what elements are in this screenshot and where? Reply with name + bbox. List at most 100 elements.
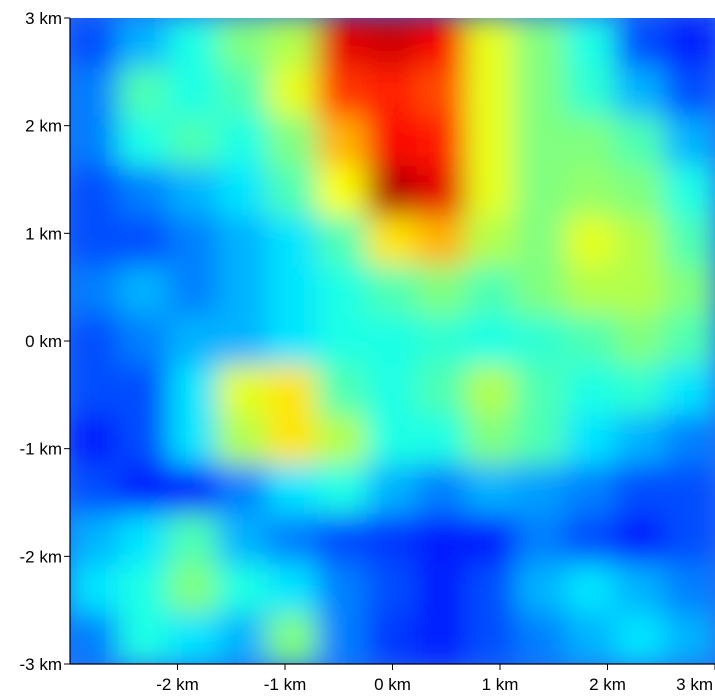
heatmap-cell bbox=[118, 116, 171, 169]
y-tick-label: -2 km bbox=[20, 547, 63, 566]
heatmap-cell bbox=[416, 66, 468, 119]
heatmap-cell bbox=[614, 464, 667, 516]
heatmap-cell bbox=[465, 513, 518, 566]
heatmap-cell bbox=[366, 364, 419, 417]
heatmap-cell bbox=[217, 315, 270, 367]
heatmap-cell bbox=[664, 464, 715, 516]
heatmap-cell bbox=[70, 215, 121, 268]
heatmap-cell bbox=[168, 315, 220, 367]
heatmap-cell bbox=[416, 613, 468, 664]
heatmap-cell bbox=[515, 563, 568, 616]
heatmap-cell bbox=[515, 464, 568, 516]
heatmap-cell bbox=[366, 315, 419, 367]
heatmap-cell bbox=[416, 265, 468, 318]
heatmap-cell bbox=[168, 116, 220, 169]
heatmap-cell bbox=[664, 513, 715, 566]
heatmap-cell bbox=[118, 215, 171, 268]
heatmap-cell bbox=[465, 116, 518, 169]
heatmap-cell bbox=[217, 116, 270, 169]
heatmap-cell bbox=[118, 66, 171, 119]
heatmap-cell bbox=[70, 364, 121, 417]
heatmap-cell bbox=[267, 364, 320, 417]
heatmap-cell bbox=[70, 116, 121, 169]
heatmap-cell bbox=[465, 464, 518, 516]
heatmap-cell bbox=[70, 166, 121, 218]
heatmap-cell bbox=[317, 18, 369, 69]
y-tick-label: 3 km bbox=[25, 9, 62, 28]
heatmap-cell bbox=[70, 563, 121, 616]
heatmap-cell bbox=[118, 414, 171, 467]
heatmap-cell bbox=[614, 18, 667, 69]
heatmap-cell bbox=[118, 315, 171, 367]
heatmap-cell bbox=[267, 613, 320, 664]
heatmap-cell bbox=[366, 116, 419, 169]
heatmap-cell bbox=[565, 18, 617, 69]
x-tick-label: 1 km bbox=[482, 675, 519, 694]
heatmap-cell bbox=[614, 315, 667, 367]
heatmap-cell bbox=[565, 364, 617, 417]
heatmap-cell bbox=[168, 464, 220, 516]
heatmap-cell bbox=[168, 66, 220, 119]
heatmap-cell bbox=[267, 18, 320, 69]
heatmap-cell bbox=[465, 315, 518, 367]
heatmap-cell bbox=[614, 414, 667, 467]
heatmap-cell bbox=[267, 563, 320, 616]
heatmap-cell bbox=[168, 215, 220, 268]
heatmap-cell bbox=[664, 66, 715, 119]
heatmap-cell bbox=[515, 18, 568, 69]
heatmap-cell bbox=[416, 215, 468, 268]
heatmap-cell bbox=[465, 18, 518, 69]
heatmap-cell bbox=[366, 464, 419, 516]
heatmap-cell bbox=[168, 414, 220, 467]
heatmap-cell bbox=[118, 513, 171, 566]
heatmap-cell bbox=[70, 66, 121, 119]
heatmap-cell bbox=[168, 364, 220, 417]
heatmap-cell bbox=[565, 513, 617, 566]
heatmap-cell bbox=[168, 265, 220, 318]
heatmap-cell bbox=[565, 166, 617, 218]
heatmap-cell bbox=[317, 66, 369, 119]
heatmap-cell bbox=[217, 364, 270, 417]
heatmap-cell bbox=[168, 613, 220, 664]
heatmap-cell bbox=[565, 613, 617, 664]
heatmap-cell bbox=[70, 414, 121, 467]
heatmap-cell bbox=[317, 166, 369, 218]
heatmap-cell bbox=[217, 166, 270, 218]
heatmap-cell bbox=[70, 613, 121, 664]
heatmap-cell bbox=[515, 315, 568, 367]
heatmap-cell bbox=[614, 166, 667, 218]
heatmap-cell bbox=[366, 414, 419, 467]
heatmap-cell bbox=[317, 116, 369, 169]
heatmap-cell bbox=[267, 166, 320, 218]
x-tick-label: 2 km bbox=[589, 675, 626, 694]
heatmap-cell bbox=[614, 513, 667, 566]
x-tick-label: 0 km bbox=[374, 675, 411, 694]
heatmap-cell bbox=[267, 265, 320, 318]
heatmap-cell bbox=[168, 166, 220, 218]
heatmap-cell bbox=[515, 513, 568, 566]
heatmap-cell bbox=[217, 414, 270, 467]
heatmap-cells bbox=[70, 18, 715, 664]
heatmap-cell bbox=[217, 513, 270, 566]
heatmap-cell bbox=[168, 18, 220, 69]
heatmap-cell bbox=[664, 315, 715, 367]
heatmap-cell bbox=[515, 265, 568, 318]
heatmap-cell bbox=[465, 414, 518, 467]
heatmap-cell bbox=[664, 563, 715, 616]
heatmap-cell bbox=[366, 513, 419, 566]
heatmap-cell bbox=[515, 166, 568, 218]
heatmap-cell bbox=[366, 66, 419, 119]
heatmap-cell bbox=[416, 315, 468, 367]
heatmap-cell bbox=[317, 315, 369, 367]
heatmap-cell bbox=[614, 563, 667, 616]
heatmap-cell bbox=[168, 563, 220, 616]
heatmap-cell bbox=[366, 18, 419, 69]
heatmap-cell bbox=[217, 563, 270, 616]
heatmap-cell bbox=[366, 613, 419, 664]
heatmap-cell bbox=[267, 215, 320, 268]
heatmap-cell bbox=[565, 215, 617, 268]
heatmap-cell bbox=[118, 464, 171, 516]
heatmap-cell bbox=[317, 464, 369, 516]
heatmap-cell bbox=[515, 364, 568, 417]
